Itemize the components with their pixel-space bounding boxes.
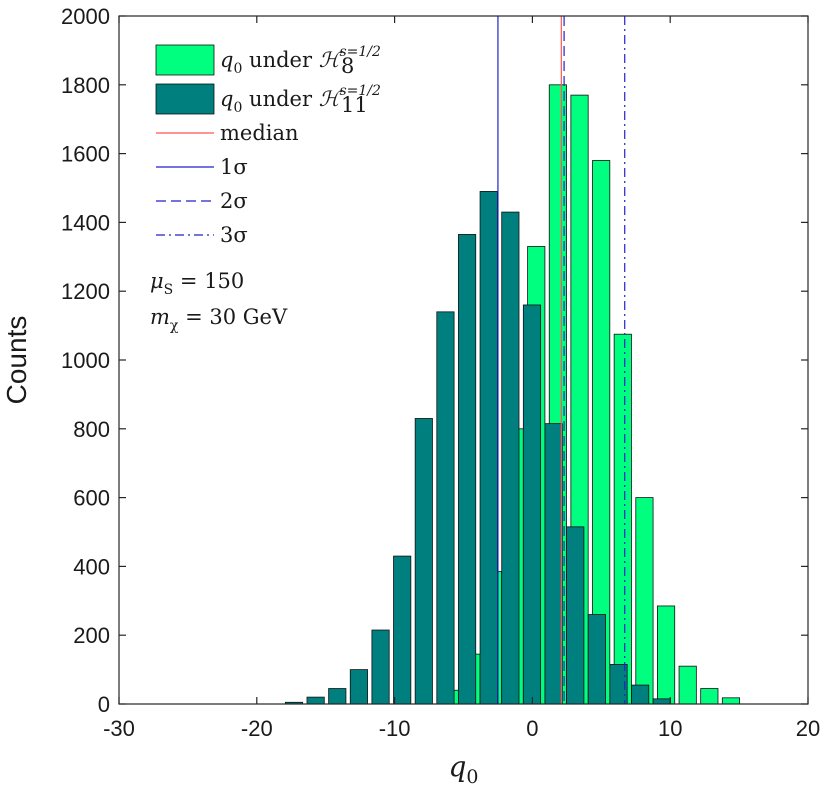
bar-series2 bbox=[349, 669, 368, 705]
y-tick-label: 2000 bbox=[61, 4, 110, 29]
x-tick-label: -10 bbox=[379, 716, 411, 741]
y-tick-label: 800 bbox=[73, 417, 110, 442]
y-tick-label: 600 bbox=[73, 486, 110, 511]
legend-label: q0 under ℋs=1/2 bbox=[220, 83, 381, 116]
bar-series2 bbox=[652, 698, 671, 705]
bar-series2 bbox=[371, 629, 390, 705]
bar-series2 bbox=[328, 688, 347, 705]
y-tick-label: 1400 bbox=[61, 210, 110, 235]
ticks-layer bbox=[118, 15, 809, 705]
x-tick-label: -20 bbox=[241, 716, 273, 741]
bar-series1 bbox=[700, 688, 719, 705]
y-tick-label: 0 bbox=[98, 692, 110, 717]
tick-labels-layer: -30 -20 -10 0 10 2002004006008001000120014001… bbox=[61, 4, 820, 741]
legend-line-label: median bbox=[220, 121, 299, 145]
annotation-m: mχ = 30 GeV bbox=[150, 305, 288, 334]
y-tick-label: 1000 bbox=[61, 348, 110, 373]
y-axis-label: Counts bbox=[1, 316, 32, 405]
legend-swatch bbox=[155, 83, 215, 115]
bar-series2 bbox=[522, 304, 542, 705]
bar-series2 bbox=[544, 423, 563, 705]
bar-series1 bbox=[613, 333, 632, 705]
legend-swatch bbox=[155, 44, 215, 76]
bars-layer bbox=[284, 84, 741, 705]
y-tick-label: 1200 bbox=[61, 279, 110, 304]
legend-line-label: 1σ bbox=[220, 155, 248, 179]
x-tick-label: 0 bbox=[526, 716, 538, 741]
y-tick-label: 1800 bbox=[61, 73, 110, 98]
bar-series1 bbox=[635, 497, 654, 705]
x-tick-label: 10 bbox=[658, 716, 682, 741]
bar-series2 bbox=[501, 211, 520, 705]
x-tick-label: 20 bbox=[796, 716, 820, 741]
legend-line-label: 3σ bbox=[220, 223, 248, 247]
bar-series2 bbox=[566, 526, 585, 705]
annotations: μS = 150 mχ = 30 GeV bbox=[150, 269, 288, 334]
legend-line-label: 2σ bbox=[220, 189, 248, 213]
bar-series2 bbox=[587, 614, 606, 705]
bar-series1 bbox=[657, 605, 676, 705]
x-tick-label: -30 bbox=[103, 716, 135, 741]
y-tick-label: 400 bbox=[73, 554, 110, 579]
legend-label: q0 under ℋs=1/2 bbox=[220, 44, 381, 77]
bar-series2 bbox=[458, 234, 477, 705]
x-axis-label: q0 bbox=[448, 750, 478, 788]
bar-series2 bbox=[436, 311, 455, 705]
bar-series1 bbox=[678, 665, 697, 705]
bar-series2 bbox=[306, 696, 325, 705]
y-tick-label: 200 bbox=[73, 623, 110, 648]
y-tick-label: 1600 bbox=[61, 142, 110, 167]
bar-series2 bbox=[393, 555, 412, 705]
bar-series2 bbox=[414, 418, 433, 705]
annotation-mu: μS = 150 bbox=[150, 269, 244, 298]
legend-sub: 11 bbox=[341, 93, 368, 117]
bar-series1 bbox=[721, 697, 741, 705]
vlines-layer bbox=[497, 16, 626, 704]
bar-series2 bbox=[631, 684, 650, 705]
legend-sub: 8 bbox=[341, 54, 354, 78]
bar-series2 bbox=[479, 191, 498, 705]
